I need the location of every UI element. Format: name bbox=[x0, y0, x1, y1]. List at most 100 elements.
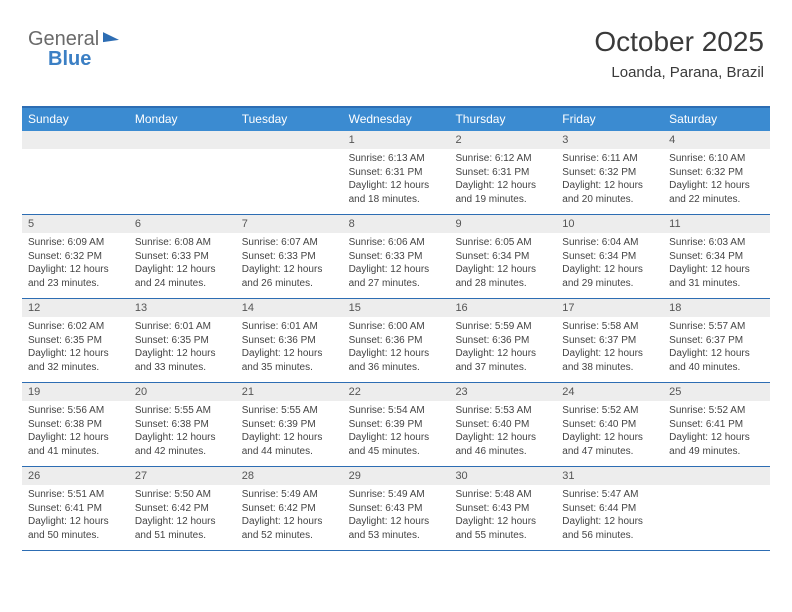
day-body: Sunrise: 5:58 AMSunset: 6:37 PMDaylight:… bbox=[556, 317, 663, 382]
day-body: Sunrise: 6:01 AMSunset: 6:36 PMDaylight:… bbox=[236, 317, 343, 382]
day-body: Sunrise: 6:08 AMSunset: 6:33 PMDaylight:… bbox=[129, 233, 236, 298]
day-number: 12 bbox=[22, 299, 129, 317]
day-body: Sunrise: 5:55 AMSunset: 6:39 PMDaylight:… bbox=[236, 401, 343, 466]
day-number: 25 bbox=[663, 383, 770, 401]
day-body: Sunrise: 6:06 AMSunset: 6:33 PMDaylight:… bbox=[343, 233, 450, 298]
day-cell: 14Sunrise: 6:01 AMSunset: 6:36 PMDayligh… bbox=[236, 299, 343, 382]
day-number: 23 bbox=[449, 383, 556, 401]
day-cell: 21Sunrise: 5:55 AMSunset: 6:39 PMDayligh… bbox=[236, 383, 343, 466]
week-row: 26Sunrise: 5:51 AMSunset: 6:41 PMDayligh… bbox=[22, 467, 770, 551]
day-body: Sunrise: 5:54 AMSunset: 6:39 PMDaylight:… bbox=[343, 401, 450, 466]
day-number: 15 bbox=[343, 299, 450, 317]
day-number: 6 bbox=[129, 215, 236, 233]
day-number: 1 bbox=[343, 131, 450, 149]
day-body: Sunrise: 5:48 AMSunset: 6:43 PMDaylight:… bbox=[449, 485, 556, 550]
day-number: 24 bbox=[556, 383, 663, 401]
day-body: Sunrise: 6:04 AMSunset: 6:34 PMDaylight:… bbox=[556, 233, 663, 298]
day-body: Sunrise: 6:09 AMSunset: 6:32 PMDaylight:… bbox=[22, 233, 129, 298]
day-body: Sunrise: 6:03 AMSunset: 6:34 PMDaylight:… bbox=[663, 233, 770, 298]
day-body: Sunrise: 6:11 AMSunset: 6:32 PMDaylight:… bbox=[556, 149, 663, 214]
day-cell bbox=[129, 131, 236, 214]
day-cell: 22Sunrise: 5:54 AMSunset: 6:39 PMDayligh… bbox=[343, 383, 450, 466]
day-body: Sunrise: 5:52 AMSunset: 6:40 PMDaylight:… bbox=[556, 401, 663, 466]
day-cell: 10Sunrise: 6:04 AMSunset: 6:34 PMDayligh… bbox=[556, 215, 663, 298]
day-number: 31 bbox=[556, 467, 663, 485]
day-number: 8 bbox=[343, 215, 450, 233]
month-title: October 2025 bbox=[594, 26, 764, 58]
day-cell: 6Sunrise: 6:08 AMSunset: 6:33 PMDaylight… bbox=[129, 215, 236, 298]
day-cell bbox=[236, 131, 343, 214]
day-cell: 26Sunrise: 5:51 AMSunset: 6:41 PMDayligh… bbox=[22, 467, 129, 550]
day-number: 29 bbox=[343, 467, 450, 485]
day-cell: 3Sunrise: 6:11 AMSunset: 6:32 PMDaylight… bbox=[556, 131, 663, 214]
logo-triangle-icon bbox=[103, 29, 119, 41]
day-number: 21 bbox=[236, 383, 343, 401]
day-number bbox=[236, 131, 343, 149]
day-cell: 13Sunrise: 6:01 AMSunset: 6:35 PMDayligh… bbox=[129, 299, 236, 382]
day-cell: 15Sunrise: 6:00 AMSunset: 6:36 PMDayligh… bbox=[343, 299, 450, 382]
dow-cell: Monday bbox=[129, 108, 236, 131]
day-number: 5 bbox=[22, 215, 129, 233]
day-body: Sunrise: 6:00 AMSunset: 6:36 PMDaylight:… bbox=[343, 317, 450, 382]
day-body: Sunrise: 6:05 AMSunset: 6:34 PMDaylight:… bbox=[449, 233, 556, 298]
week-row: 19Sunrise: 5:56 AMSunset: 6:38 PMDayligh… bbox=[22, 383, 770, 467]
day-body: Sunrise: 5:49 AMSunset: 6:42 PMDaylight:… bbox=[236, 485, 343, 550]
day-cell: 11Sunrise: 6:03 AMSunset: 6:34 PMDayligh… bbox=[663, 215, 770, 298]
day-cell: 29Sunrise: 5:49 AMSunset: 6:43 PMDayligh… bbox=[343, 467, 450, 550]
day-number: 27 bbox=[129, 467, 236, 485]
header-right: October 2025 Loanda, Parana, Brazil bbox=[594, 26, 764, 81]
day-body: Sunrise: 6:13 AMSunset: 6:31 PMDaylight:… bbox=[343, 149, 450, 214]
calendar-grid: SundayMondayTuesdayWednesdayThursdayFrid… bbox=[22, 106, 770, 551]
week-row: 1Sunrise: 6:13 AMSunset: 6:31 PMDaylight… bbox=[22, 131, 770, 215]
day-cell: 23Sunrise: 5:53 AMSunset: 6:40 PMDayligh… bbox=[449, 383, 556, 466]
day-body bbox=[236, 149, 343, 205]
dow-cell: Sunday bbox=[22, 108, 129, 131]
day-body bbox=[663, 485, 770, 541]
day-body: Sunrise: 6:10 AMSunset: 6:32 PMDaylight:… bbox=[663, 149, 770, 214]
day-body: Sunrise: 5:59 AMSunset: 6:36 PMDaylight:… bbox=[449, 317, 556, 382]
day-number: 2 bbox=[449, 131, 556, 149]
day-number: 10 bbox=[556, 215, 663, 233]
day-body: Sunrise: 5:52 AMSunset: 6:41 PMDaylight:… bbox=[663, 401, 770, 466]
day-body: Sunrise: 6:01 AMSunset: 6:35 PMDaylight:… bbox=[129, 317, 236, 382]
day-cell: 9Sunrise: 6:05 AMSunset: 6:34 PMDaylight… bbox=[449, 215, 556, 298]
day-number: 3 bbox=[556, 131, 663, 149]
day-number: 17 bbox=[556, 299, 663, 317]
day-cell: 24Sunrise: 5:52 AMSunset: 6:40 PMDayligh… bbox=[556, 383, 663, 466]
day-body: Sunrise: 6:12 AMSunset: 6:31 PMDaylight:… bbox=[449, 149, 556, 214]
day-number: 4 bbox=[663, 131, 770, 149]
day-number: 20 bbox=[129, 383, 236, 401]
day-body: Sunrise: 5:47 AMSunset: 6:44 PMDaylight:… bbox=[556, 485, 663, 550]
day-cell: 7Sunrise: 6:07 AMSunset: 6:33 PMDaylight… bbox=[236, 215, 343, 298]
day-cell: 31Sunrise: 5:47 AMSunset: 6:44 PMDayligh… bbox=[556, 467, 663, 550]
day-cell: 27Sunrise: 5:50 AMSunset: 6:42 PMDayligh… bbox=[129, 467, 236, 550]
day-cell: 12Sunrise: 6:02 AMSunset: 6:35 PMDayligh… bbox=[22, 299, 129, 382]
day-cell bbox=[22, 131, 129, 214]
day-number: 18 bbox=[663, 299, 770, 317]
day-cell: 4Sunrise: 6:10 AMSunset: 6:32 PMDaylight… bbox=[663, 131, 770, 214]
week-row: 12Sunrise: 6:02 AMSunset: 6:35 PMDayligh… bbox=[22, 299, 770, 383]
day-cell: 1Sunrise: 6:13 AMSunset: 6:31 PMDaylight… bbox=[343, 131, 450, 214]
day-body: Sunrise: 5:50 AMSunset: 6:42 PMDaylight:… bbox=[129, 485, 236, 550]
day-body: Sunrise: 5:53 AMSunset: 6:40 PMDaylight:… bbox=[449, 401, 556, 466]
day-cell: 2Sunrise: 6:12 AMSunset: 6:31 PMDaylight… bbox=[449, 131, 556, 214]
day-body: Sunrise: 5:57 AMSunset: 6:37 PMDaylight:… bbox=[663, 317, 770, 382]
day-cell: 17Sunrise: 5:58 AMSunset: 6:37 PMDayligh… bbox=[556, 299, 663, 382]
dow-cell: Friday bbox=[556, 108, 663, 131]
day-number: 26 bbox=[22, 467, 129, 485]
day-cell: 18Sunrise: 5:57 AMSunset: 6:37 PMDayligh… bbox=[663, 299, 770, 382]
day-body: Sunrise: 5:49 AMSunset: 6:43 PMDaylight:… bbox=[343, 485, 450, 550]
day-body bbox=[129, 149, 236, 205]
day-cell: 19Sunrise: 5:56 AMSunset: 6:38 PMDayligh… bbox=[22, 383, 129, 466]
day-cell: 5Sunrise: 6:09 AMSunset: 6:32 PMDaylight… bbox=[22, 215, 129, 298]
day-number: 28 bbox=[236, 467, 343, 485]
day-number: 30 bbox=[449, 467, 556, 485]
day-body: Sunrise: 5:56 AMSunset: 6:38 PMDaylight:… bbox=[22, 401, 129, 466]
day-number bbox=[129, 131, 236, 149]
day-number: 19 bbox=[22, 383, 129, 401]
day-cell: 30Sunrise: 5:48 AMSunset: 6:43 PMDayligh… bbox=[449, 467, 556, 550]
weeks-container: 1Sunrise: 6:13 AMSunset: 6:31 PMDaylight… bbox=[22, 131, 770, 551]
dow-cell: Tuesday bbox=[236, 108, 343, 131]
day-cell: 8Sunrise: 6:06 AMSunset: 6:33 PMDaylight… bbox=[343, 215, 450, 298]
day-number: 16 bbox=[449, 299, 556, 317]
